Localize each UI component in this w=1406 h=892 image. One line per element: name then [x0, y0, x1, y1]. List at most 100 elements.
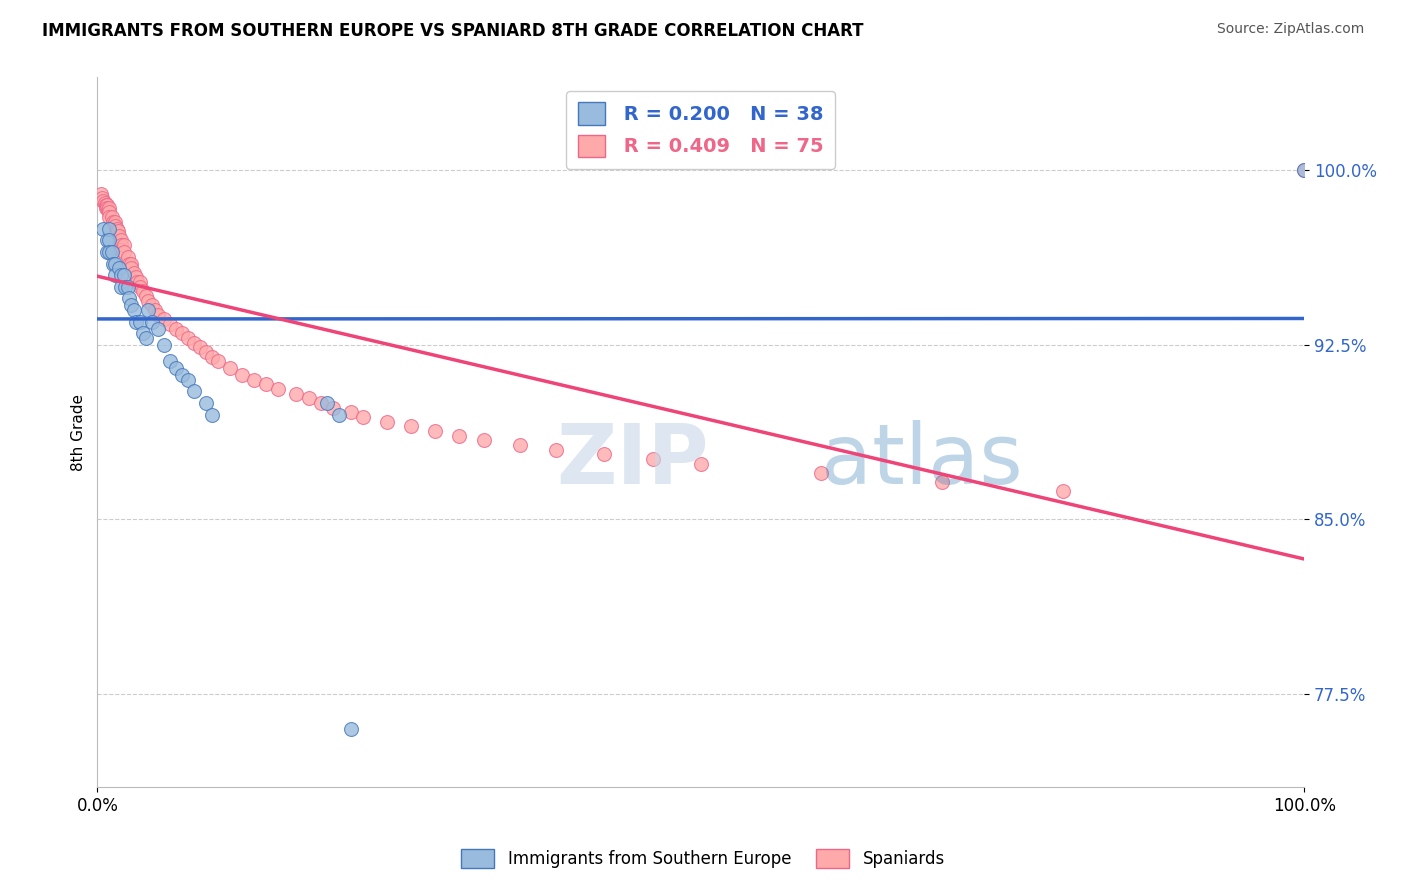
Point	[120, 298, 142, 312]
Point	[108, 228, 131, 243]
Point	[143, 303, 166, 318]
Point	[194, 396, 217, 410]
Point	[114, 279, 136, 293]
Point	[112, 268, 135, 282]
Point	[135, 331, 157, 345]
Point	[90, 186, 112, 201]
Text: Source: ZipAtlas.com: Source: ZipAtlas.com	[1216, 22, 1364, 37]
Point	[120, 261, 142, 276]
Point	[98, 205, 121, 219]
Point	[101, 214, 124, 228]
Point	[98, 201, 121, 215]
Text: IMMIGRANTS FROM SOUTHERN EUROPE VS SPANIARD 8TH GRADE CORRELATION CHART: IMMIGRANTS FROM SOUTHERN EUROPE VS SPANI…	[42, 22, 863, 40]
Point	[544, 442, 567, 457]
Point	[118, 292, 141, 306]
Point	[120, 256, 142, 270]
Point	[108, 261, 131, 276]
Point	[641, 451, 664, 466]
Point	[194, 345, 217, 359]
Point	[183, 335, 205, 350]
Point	[146, 321, 169, 335]
Point	[98, 221, 121, 235]
Point	[96, 233, 118, 247]
Point	[328, 408, 350, 422]
Point	[219, 361, 242, 376]
Point	[339, 722, 361, 736]
Point	[425, 424, 447, 438]
Point	[132, 326, 155, 341]
Point	[110, 279, 132, 293]
Point	[112, 238, 135, 252]
Point	[128, 279, 150, 293]
Point	[122, 303, 145, 318]
Point	[117, 279, 139, 293]
Text: atlas: atlas	[821, 420, 1024, 501]
Point	[177, 373, 200, 387]
Point	[146, 308, 169, 322]
Point	[128, 275, 150, 289]
Point	[104, 214, 127, 228]
Point	[135, 289, 157, 303]
Point	[231, 368, 253, 383]
Point	[285, 386, 308, 401]
Point	[96, 198, 118, 212]
Point	[118, 256, 141, 270]
Point	[110, 238, 132, 252]
Point	[449, 428, 471, 442]
Point	[132, 285, 155, 299]
Point	[136, 293, 159, 308]
Point	[165, 321, 187, 335]
Text: ZIP: ZIP	[555, 420, 709, 501]
Point	[170, 368, 193, 383]
Point	[96, 244, 118, 259]
Point	[141, 315, 163, 329]
Point	[110, 233, 132, 247]
Point	[165, 361, 187, 376]
Point	[201, 350, 224, 364]
Legend: Immigrants from Southern Europe, Spaniards: Immigrants from Southern Europe, Spaniar…	[454, 842, 952, 875]
Point	[159, 317, 181, 331]
Point	[322, 401, 344, 415]
Point	[128, 315, 150, 329]
Point	[309, 396, 332, 410]
Point	[339, 405, 361, 419]
Point	[136, 303, 159, 318]
Point	[243, 373, 266, 387]
Point	[94, 198, 117, 212]
Point	[183, 384, 205, 399]
Point	[110, 243, 132, 257]
Point	[117, 250, 139, 264]
Point	[593, 447, 616, 461]
Point	[98, 210, 121, 224]
Point	[931, 475, 953, 490]
Point	[101, 210, 124, 224]
Point	[141, 298, 163, 312]
Point	[1294, 163, 1316, 178]
Point	[375, 415, 398, 429]
Point	[352, 410, 374, 425]
Point	[152, 338, 174, 352]
Point	[96, 201, 118, 215]
Point	[810, 466, 832, 480]
Point	[107, 224, 129, 238]
Point	[170, 326, 193, 341]
Point	[254, 377, 277, 392]
Point	[105, 221, 128, 235]
Point	[101, 256, 124, 270]
Point	[315, 396, 337, 410]
Point	[97, 202, 120, 217]
Point	[110, 268, 132, 282]
Point	[104, 219, 127, 234]
Point	[122, 266, 145, 280]
Point	[112, 244, 135, 259]
Point	[127, 275, 149, 289]
Point	[104, 268, 127, 282]
Point	[101, 244, 124, 259]
Point	[98, 233, 121, 247]
Point	[207, 354, 229, 368]
Point	[267, 382, 290, 396]
Point	[472, 434, 495, 448]
Point	[509, 438, 531, 452]
Point	[201, 408, 224, 422]
Point	[93, 196, 115, 211]
